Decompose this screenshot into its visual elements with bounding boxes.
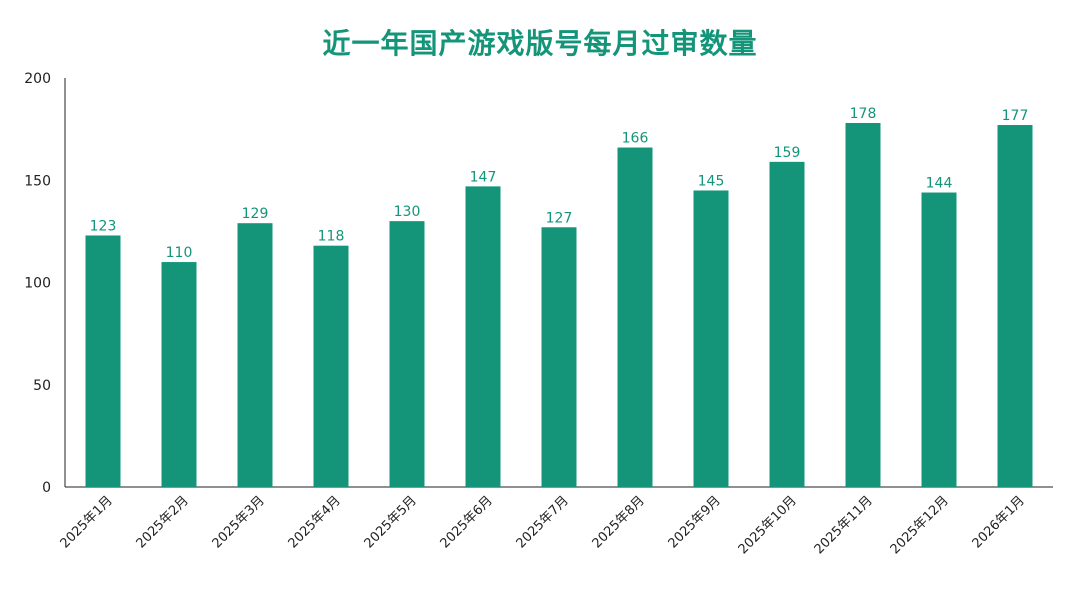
data-label: 127	[546, 210, 573, 226]
bar-11	[845, 122, 881, 488]
data-label: 147	[470, 169, 497, 185]
data-label: 159	[774, 145, 801, 161]
data-label: 130	[394, 204, 421, 220]
bar-9	[693, 190, 729, 487]
bar-12	[921, 192, 957, 487]
bar-4	[313, 245, 349, 487]
data-label: 145	[698, 173, 725, 189]
data-label: 144	[926, 176, 953, 192]
x-tick-label: 2025年12月	[888, 493, 952, 557]
x-tick-label: 2025年11月	[812, 493, 876, 557]
data-label: 118	[318, 229, 345, 245]
x-tick-label: 2025年5月	[362, 493, 420, 551]
bar-3	[237, 223, 273, 487]
x-tick-label: 2025年1月	[58, 493, 116, 551]
x-tick-label: 2025年4月	[286, 493, 344, 551]
bar-1	[85, 235, 121, 487]
bar-5	[389, 221, 425, 487]
y-tick-label: 50	[33, 378, 51, 394]
chart-title: 近一年国产游戏版号每月过审数量	[322, 27, 758, 60]
bar-2	[161, 262, 197, 487]
x-tick-label: 2025年7月	[514, 493, 572, 551]
data-label: 166	[622, 131, 649, 147]
data-label: 110	[166, 245, 193, 261]
bar-6	[465, 186, 501, 487]
y-tick-label: 150	[24, 173, 51, 189]
x-tick-label: 2025年3月	[210, 493, 268, 551]
x-tick-label: 2025年2月	[134, 493, 192, 551]
data-label: 178	[850, 106, 877, 122]
x-tick-label: 2025年6月	[438, 493, 496, 551]
x-tick-label: 2025年8月	[590, 493, 648, 551]
bar-10	[769, 161, 805, 487]
x-tick-label: 2026年1月	[970, 493, 1028, 551]
y-tick-label: 0	[42, 480, 51, 496]
y-tick-label: 200	[24, 71, 51, 87]
x-tick-label: 2025年9月	[666, 493, 724, 551]
data-label: 129	[242, 206, 269, 222]
bar-8	[617, 147, 653, 487]
x-tick-label: 2025年10月	[736, 493, 800, 557]
bar-13	[997, 125, 1033, 487]
data-label: 177	[1002, 108, 1029, 124]
y-tick-label: 100	[24, 276, 51, 292]
data-label: 123	[90, 218, 117, 234]
bar-7	[541, 227, 577, 487]
